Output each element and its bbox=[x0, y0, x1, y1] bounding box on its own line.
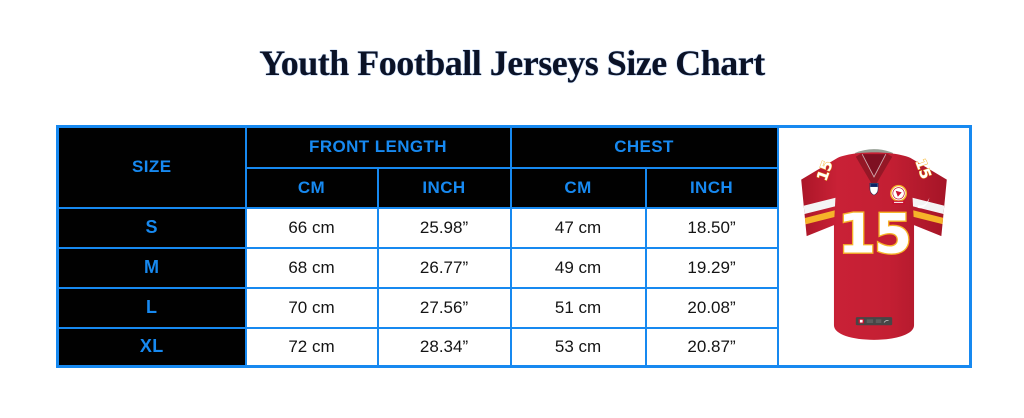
neck-opening bbox=[861, 153, 887, 178]
chest-inch-cell: 20.08” bbox=[644, 286, 779, 329]
subheader-chest-inch: INCH bbox=[644, 166, 779, 209]
nike-swoosh-icon bbox=[917, 197, 930, 208]
subheader-front-cm: CM bbox=[244, 166, 379, 209]
left-shoulder-number: 15 bbox=[813, 158, 836, 183]
chest-cm-cell: 53 cm bbox=[509, 326, 647, 368]
table-row-xl: XL 72 cm 28.34” 53 cm 20.87” bbox=[56, 326, 971, 368]
header-size: SIZE bbox=[56, 125, 247, 209]
subheader-front-inch: INCH bbox=[376, 166, 512, 209]
jersey-image: 15 15 15 bbox=[780, 129, 969, 365]
jock-tag bbox=[855, 316, 892, 325]
front-length-cm-cell: 72 cm bbox=[244, 326, 379, 368]
subheader-chest-cm: CM bbox=[509, 166, 647, 209]
header-front-length: FRONT LENGTH bbox=[244, 125, 512, 169]
right-shoulder-number: 15 bbox=[911, 156, 934, 181]
header-chest: CHEST bbox=[509, 125, 779, 169]
front-length-inch-cell: 27.56” bbox=[376, 286, 512, 329]
table-row-l: L 70 cm 27.56” 51 cm 20.08” bbox=[56, 286, 971, 329]
table-row-m: M 68 cm 26.77” 49 cm 19.29” bbox=[56, 246, 971, 289]
front-length-inch-cell: 25.98” bbox=[376, 206, 512, 249]
table-row-s: S 66 cm 25.98” 47 cm 18.50” bbox=[56, 206, 971, 249]
football-jersey-graphic: 15 15 15 bbox=[800, 148, 947, 340]
collar-trim bbox=[861, 153, 886, 178]
nfl-shield-icon bbox=[869, 182, 879, 195]
front-length-cm-cell: 68 cm bbox=[244, 246, 379, 289]
chest-number: 15 bbox=[838, 201, 910, 265]
chest-inch-cell: 18.50” bbox=[644, 206, 779, 249]
chest-inch-cell: 19.29” bbox=[644, 246, 779, 289]
chest-cm-cell: 47 cm bbox=[509, 206, 647, 249]
jersey-body bbox=[800, 151, 947, 340]
size-chart-table: SIZE FRONT LENGTH CHEST bbox=[56, 125, 973, 368]
jersey-image-cell: 15 15 15 bbox=[776, 125, 972, 368]
size-cell: M bbox=[56, 246, 247, 289]
chest-cm-cell: 49 cm bbox=[509, 246, 647, 289]
chiefs-patch-icon bbox=[889, 184, 907, 204]
size-cell: L bbox=[56, 286, 247, 329]
front-length-inch-cell: 28.34” bbox=[376, 326, 512, 368]
collar-band bbox=[855, 152, 892, 188]
front-length-inch-cell: 26.77” bbox=[376, 246, 512, 289]
page-title: Youth Football Jerseys Size Chart bbox=[259, 43, 765, 83]
chest-inch-cell: 20.87” bbox=[644, 326, 779, 368]
size-cell: XL bbox=[56, 326, 247, 368]
front-length-cm-cell: 66 cm bbox=[244, 206, 379, 249]
chest-cm-cell: 51 cm bbox=[509, 286, 647, 329]
front-length-cm-cell: 70 cm bbox=[244, 286, 379, 329]
size-cell: S bbox=[56, 206, 247, 249]
